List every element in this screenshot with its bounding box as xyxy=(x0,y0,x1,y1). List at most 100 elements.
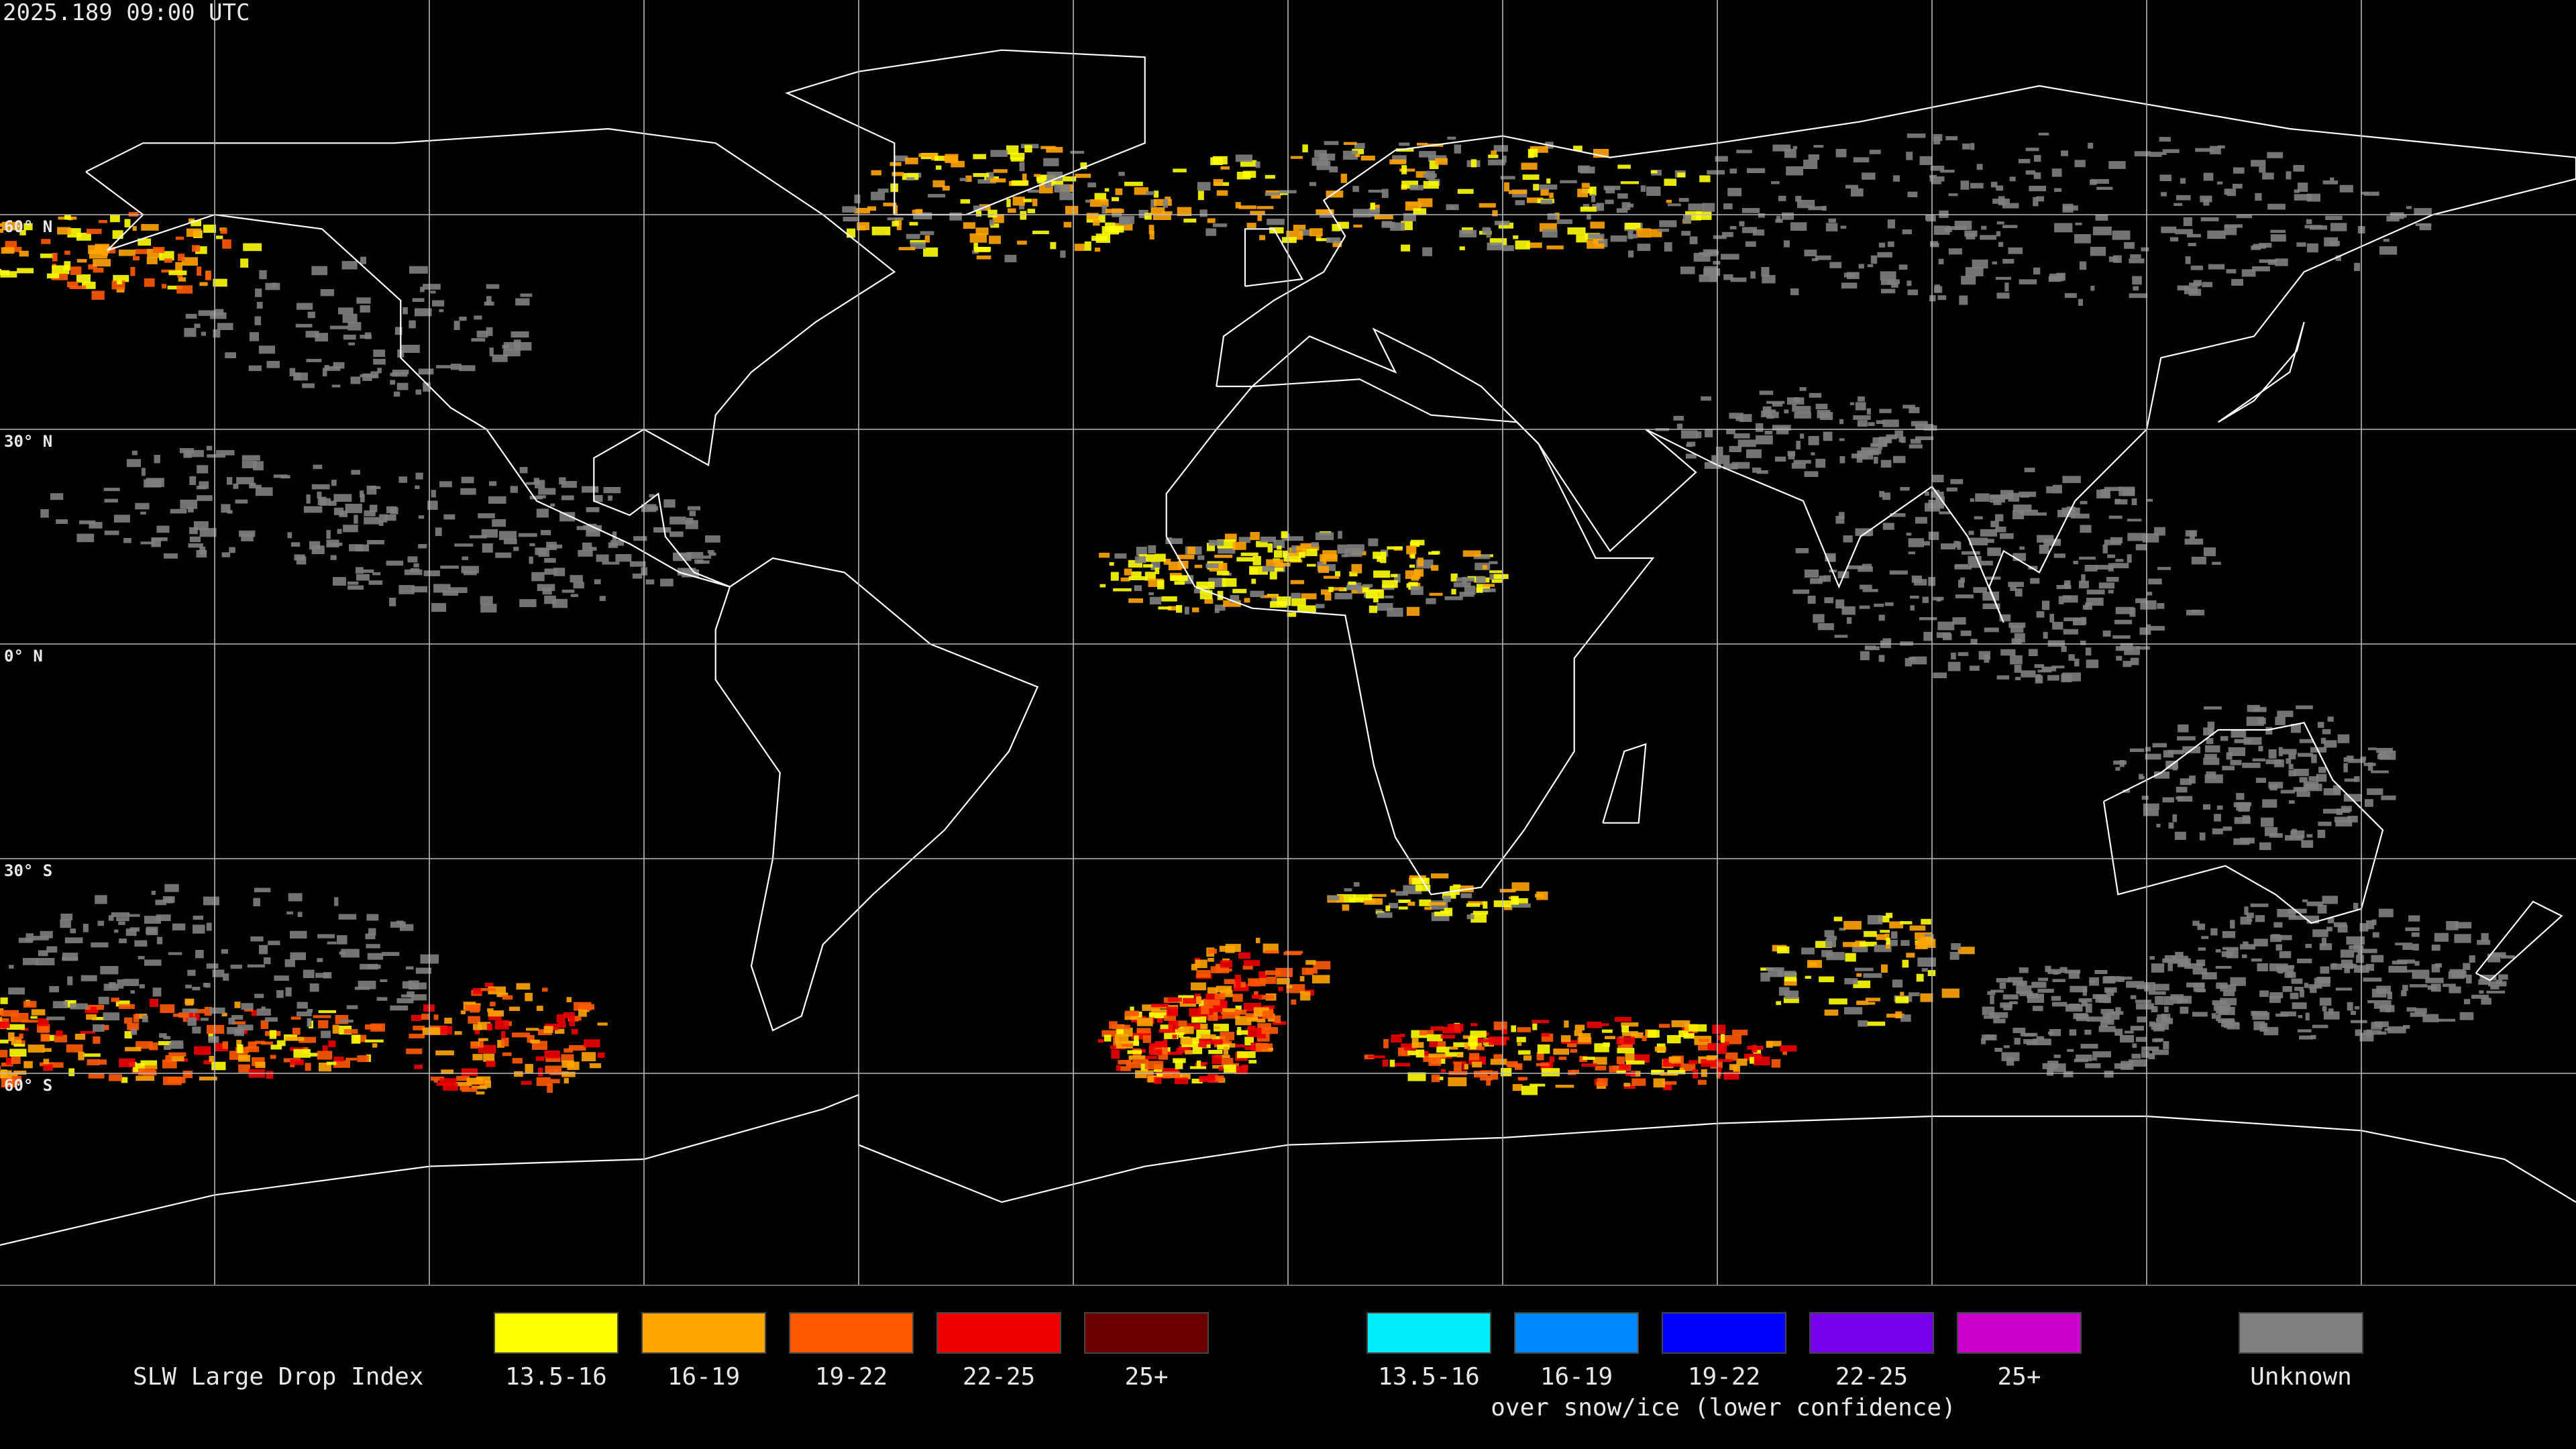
cloud-patch xyxy=(1452,884,1461,888)
cloud-patch xyxy=(538,488,556,495)
cloud-patch xyxy=(2017,982,2025,986)
cloud-patch xyxy=(241,533,254,541)
cloud-patch xyxy=(1180,1037,1193,1045)
cloud-patch xyxy=(109,1074,122,1081)
cloud-patch xyxy=(270,1044,282,1050)
cloud-patch xyxy=(1417,198,1433,207)
cloud-patch xyxy=(910,239,926,244)
cloud-patch xyxy=(2185,256,2191,264)
cloud-patch xyxy=(305,331,319,338)
cloud-patch xyxy=(1683,215,1692,224)
cloud-patch xyxy=(2387,991,2392,1000)
cloud-patch xyxy=(1146,191,1155,195)
cloud-patch xyxy=(2372,932,2379,938)
cloud-patch xyxy=(612,531,617,541)
cloud-patch xyxy=(2131,1053,2141,1059)
cloud-patch xyxy=(1032,230,1049,235)
cloud-patch xyxy=(2036,196,2045,202)
cloud-patch xyxy=(1707,170,1725,175)
cloud-patch xyxy=(1878,655,1885,662)
cloud-patch xyxy=(569,1018,575,1026)
cloud-patch xyxy=(1819,412,1833,421)
cloud-patch xyxy=(2299,739,2314,743)
cloud-patch xyxy=(241,1003,254,1010)
cloud-patch xyxy=(1815,403,1828,410)
cloud-patch xyxy=(1597,1078,1608,1087)
cloud-patch xyxy=(1723,1071,1739,1080)
cloud-patch xyxy=(113,515,130,523)
cloud-patch xyxy=(1907,133,1926,138)
cloud-patch xyxy=(1149,1049,1163,1055)
cloud-patch xyxy=(1532,1020,1550,1024)
cloud-patch xyxy=(2115,559,2124,562)
cloud-patch xyxy=(191,220,201,227)
cloud-patch xyxy=(1813,145,1824,148)
cloud-patch xyxy=(1716,446,1723,456)
cloud-patch xyxy=(1587,1021,1602,1028)
cloud-patch xyxy=(1476,588,1483,593)
cloud-patch xyxy=(2008,582,2024,587)
cloud-patch xyxy=(1614,1017,1631,1022)
cloud-patch xyxy=(251,1010,258,1016)
cloud-patch xyxy=(154,455,160,464)
cloud-patch xyxy=(2451,971,2467,978)
cloud-patch xyxy=(1235,1006,1242,1014)
cloud-patch xyxy=(64,215,71,220)
cloud-patch xyxy=(1283,550,1289,558)
cloud-patch xyxy=(490,1002,496,1007)
cloud-patch xyxy=(439,481,452,488)
cloud-patch xyxy=(2162,149,2180,154)
cloud-patch xyxy=(1725,1052,1738,1061)
cloud-patch xyxy=(1841,606,1856,615)
cloud-patch xyxy=(1099,552,1110,558)
cloud-patch xyxy=(307,311,315,319)
cloud-patch xyxy=(1470,159,1477,168)
cloud-patch xyxy=(663,499,676,508)
cloud-patch xyxy=(1750,271,1756,279)
cloud-patch xyxy=(1300,543,1319,547)
cloud-patch xyxy=(1642,1036,1647,1041)
cloud-patch xyxy=(602,561,620,565)
cloud-patch xyxy=(2216,805,2223,810)
cloud-patch xyxy=(1140,1063,1148,1073)
cloud-patch xyxy=(1812,258,1819,262)
cloud-patch xyxy=(2288,763,2294,769)
cloud-patch xyxy=(2104,987,2117,993)
cloud-patch xyxy=(1285,951,1303,954)
cloud-patch xyxy=(486,284,500,289)
cloud-patch xyxy=(1580,166,1595,174)
cloud-patch xyxy=(209,1056,214,1062)
legend: SLW Large Drop Index 13.5-16 16-19 19-22 22-… xyxy=(133,1312,2363,1421)
cloud-patch xyxy=(1451,588,1456,595)
cloud-patch xyxy=(1290,580,1305,584)
cloud-patch xyxy=(2073,561,2078,565)
cloud-patch xyxy=(564,1077,569,1083)
cloud-patch xyxy=(270,1055,276,1059)
cloud-patch xyxy=(231,1015,244,1020)
cloud-patch xyxy=(285,987,292,997)
cloud-patch xyxy=(337,935,347,945)
cloud-patch xyxy=(497,1040,504,1048)
cloud-patch xyxy=(2064,580,2071,589)
cloud-patch xyxy=(1753,1057,1770,1065)
cloud-patch xyxy=(318,1020,329,1028)
cloud-patch xyxy=(1907,289,1919,296)
cloud-patch xyxy=(1150,1004,1169,1008)
cloud-patch xyxy=(1189,1066,1206,1069)
cloud-patch xyxy=(180,499,198,509)
cloud-patch xyxy=(1218,546,1236,554)
cloud-patch xyxy=(2255,777,2266,783)
cloud-patch xyxy=(2049,1029,2061,1036)
cloud-patch xyxy=(256,302,263,309)
cloud-patch xyxy=(2104,1071,2114,1078)
cloud-patch xyxy=(468,1016,480,1024)
cloud-patch xyxy=(322,1045,328,1052)
cloud-patch xyxy=(1232,541,1246,550)
cloud-patch xyxy=(1969,665,1980,671)
cloud-patch xyxy=(1513,235,1519,239)
cloud-patch xyxy=(113,274,129,282)
cloud-patch xyxy=(2230,977,2246,986)
cloud-patch xyxy=(2303,781,2319,790)
cloud-patch xyxy=(1716,1071,1721,1079)
cloud-patch xyxy=(168,270,187,276)
